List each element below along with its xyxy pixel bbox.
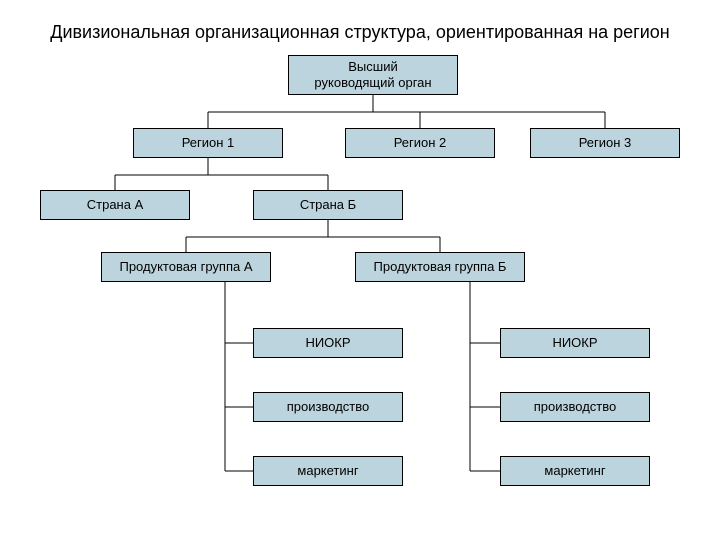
node-region-1: Регион 1	[133, 128, 283, 158]
node-niokr-a: НИОКР	[253, 328, 403, 358]
node-production-b: производство	[500, 392, 650, 422]
node-country-b: Страна Б	[253, 190, 403, 220]
node-product-group-b: Продуктовая группа Б	[355, 252, 525, 282]
node-top: Высшийруководящий орган	[288, 55, 458, 95]
node-country-a: Страна А	[40, 190, 190, 220]
node-region-2: Регион 2	[345, 128, 495, 158]
node-product-group-a: Продуктовая группа А	[101, 252, 271, 282]
node-marketing-a: маркетинг	[253, 456, 403, 486]
node-niokr-b: НИОКР	[500, 328, 650, 358]
node-marketing-b: маркетинг	[500, 456, 650, 486]
node-region-3: Регион 3	[530, 128, 680, 158]
node-production-a: производство	[253, 392, 403, 422]
page-title: Дивизиональная организационная структура…	[0, 22, 720, 43]
